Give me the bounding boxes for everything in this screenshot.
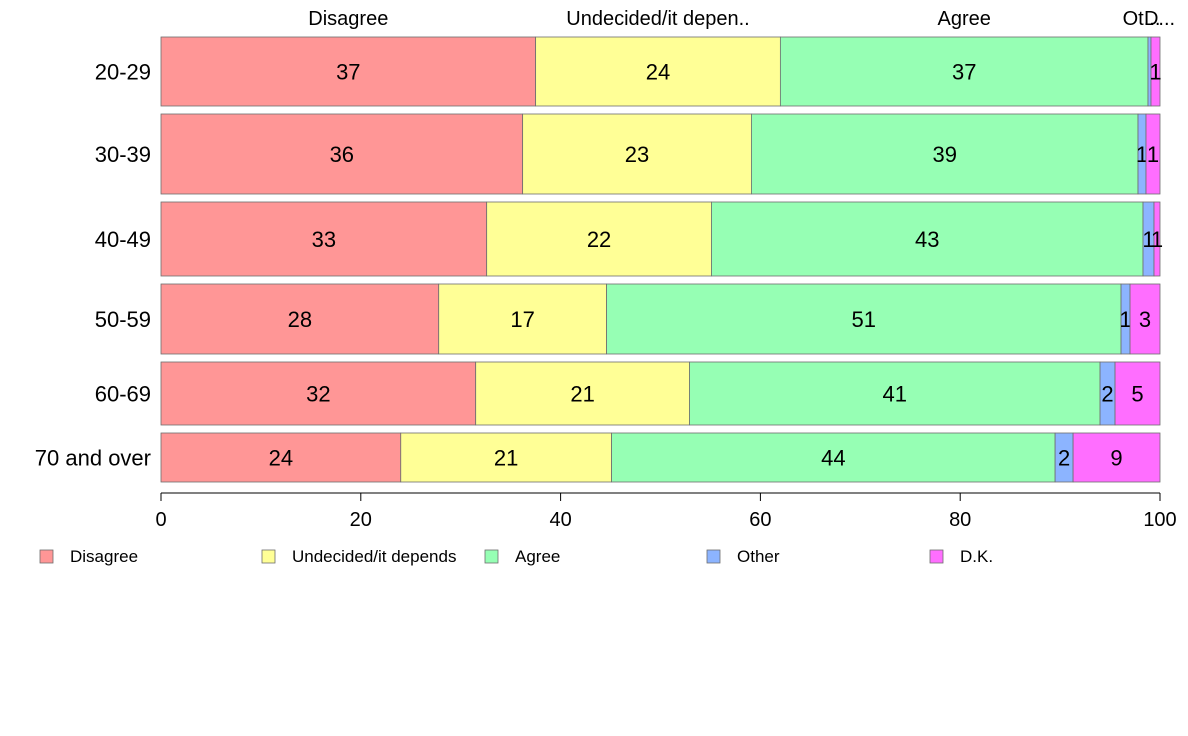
bar-value-label: 44 xyxy=(821,446,845,471)
legend-label: D.K. xyxy=(960,547,993,566)
bar-segment xyxy=(1145,113,1161,195)
bar-segment xyxy=(689,361,1101,426)
category-label: 60-69 xyxy=(95,382,151,407)
bar-segment xyxy=(779,36,1149,107)
bar-value-label: 22 xyxy=(587,227,611,252)
bar-value-label: 2 xyxy=(1101,382,1113,407)
bar-segment xyxy=(1114,361,1161,426)
legend-swatch xyxy=(261,549,276,564)
bar-value-label: 5 xyxy=(1131,382,1143,407)
top-segment-label: Disagree xyxy=(308,8,388,30)
category-label: 20-29 xyxy=(95,60,151,85)
bar-value-label: 1 xyxy=(1149,60,1161,85)
bar-segment xyxy=(606,283,1122,355)
bar-segment xyxy=(711,201,1144,277)
bar-segment xyxy=(522,113,752,195)
bar-value-label: 1 xyxy=(1136,142,1148,167)
bar-value-label: 39 xyxy=(932,142,956,167)
category-label: 30-39 xyxy=(95,142,151,167)
bar-value-label: 28 xyxy=(288,307,312,332)
legend-swatch xyxy=(484,549,499,564)
top-segment-label: Undecided/it depen.. xyxy=(566,8,749,30)
bar-value-label: 1 xyxy=(1151,227,1163,252)
bar-value-label: 41 xyxy=(883,382,907,407)
legend-swatch xyxy=(706,549,721,564)
bar-value-label: 43 xyxy=(915,227,939,252)
bar-segment xyxy=(160,432,402,483)
bar-segment xyxy=(1153,201,1161,277)
x-tick-label: 60 xyxy=(749,509,771,531)
bar-value-label: 37 xyxy=(336,60,360,85)
bar-segment xyxy=(160,361,477,426)
x-tick-label: 100 xyxy=(1143,509,1176,531)
bar-segment xyxy=(438,283,607,355)
bar-value-label: 24 xyxy=(646,60,670,85)
bar-value-label: 9 xyxy=(1110,446,1122,471)
bar-value-label: 1 xyxy=(1142,227,1154,252)
bar-value-label: 23 xyxy=(625,142,649,167)
category-label: 70 and over xyxy=(35,446,151,471)
bar-segment xyxy=(160,36,537,107)
bar-segment xyxy=(160,283,440,355)
legend-label: Agree xyxy=(515,547,560,566)
x-tick-label: 20 xyxy=(350,509,372,531)
bar-segment xyxy=(400,432,612,483)
bar-value-label: 32 xyxy=(306,382,330,407)
bar-segment xyxy=(160,113,524,195)
top-segment-label: D... xyxy=(1144,8,1175,30)
bar-value-label: 1 xyxy=(1119,307,1131,332)
bar-value-label: 36 xyxy=(330,142,354,167)
bar-value-label: 24 xyxy=(269,446,293,471)
legend-swatch xyxy=(39,549,54,564)
bar-value-label: 37 xyxy=(952,60,976,85)
bar-value-label: 51 xyxy=(852,307,876,332)
bar-segment xyxy=(475,361,690,426)
bar-segment xyxy=(751,113,1139,195)
category-label: 50-59 xyxy=(95,307,151,332)
x-tick-label: 40 xyxy=(549,509,571,531)
bar-value-label: 21 xyxy=(494,446,518,471)
bar-segment xyxy=(611,432,1056,483)
bar-value-label: 21 xyxy=(570,382,594,407)
top-segment-label: Agree xyxy=(938,8,991,30)
legend-label: Disagree xyxy=(70,547,138,566)
x-tick-label: 0 xyxy=(155,509,166,531)
top-segment-label: Ot... xyxy=(1123,8,1161,30)
bar-segment xyxy=(1150,36,1161,107)
legend-label: Undecided/it depends xyxy=(292,547,456,566)
legend-label: Other xyxy=(737,547,780,566)
bar-segment xyxy=(1129,283,1161,355)
bar-segment xyxy=(486,201,712,277)
bar-value-label: 17 xyxy=(510,307,534,332)
legend-swatch xyxy=(929,549,944,564)
bar-value-label: 33 xyxy=(312,227,336,252)
bar-value-label: 2 xyxy=(1058,446,1070,471)
bar-segment xyxy=(160,201,488,277)
bar-segment xyxy=(535,36,781,107)
bar-value-label: 1 xyxy=(1147,142,1159,167)
bar-value-label: 3 xyxy=(1139,307,1151,332)
bar-segment xyxy=(1072,432,1161,483)
x-tick-label: 80 xyxy=(949,509,971,531)
category-label: 40-49 xyxy=(95,227,151,252)
